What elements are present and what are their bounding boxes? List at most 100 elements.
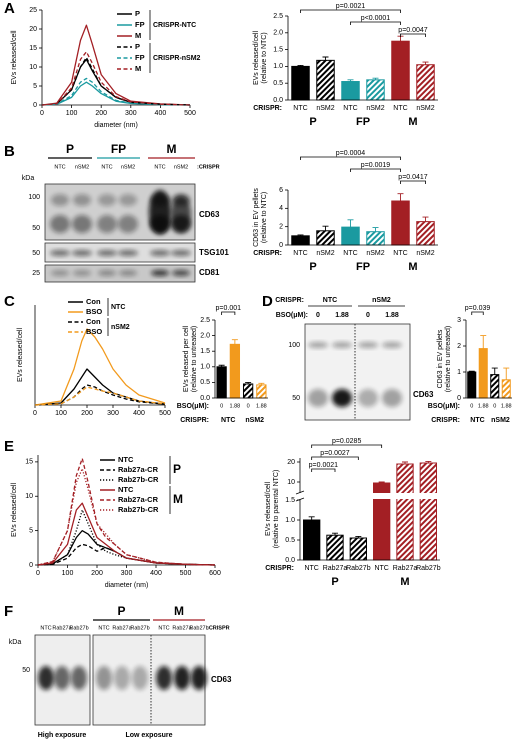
error-bar [372,77,379,80]
legend-group: P [173,462,181,476]
y-tick-label: 0.5 [273,80,283,87]
y-tick-label: 20 [287,459,295,466]
legend-label: Rab27b-CR [118,475,159,484]
lane-label: NTC [101,164,112,170]
blot-band [132,666,148,690]
y-axis-label: CD63 in EV pellets [437,329,444,388]
legend-label: P [135,42,140,51]
lane-label: Rab27a [172,625,192,631]
x-tick-label: Rab27b [416,565,441,572]
kda-marker: 100 [288,342,300,349]
y-axis-label: EVs released/cell [253,31,260,86]
blot-band [73,270,91,276]
lane-label: Rab27a [52,625,72,631]
blot-band [50,250,70,256]
legend-group: CRISPR-NTC [153,22,196,29]
x-tick-label: nSM2 [366,105,384,112]
cell-line-label: M [174,604,184,618]
x-tick-label: 300 [121,570,133,577]
y-tick-label: 0.0 [200,395,210,402]
line-series [34,368,166,406]
protein-label: CD63 [413,390,434,399]
error-bar [422,216,429,222]
axis-break [295,493,445,499]
protein-label: TSG101 [199,248,229,257]
bar [326,534,344,561]
y-tick-label: 10 [29,64,37,71]
legend-label: NTC [118,485,134,494]
error-bar [245,381,252,384]
bar [303,519,321,561]
y-axis-note: (relative to untreated) [191,326,198,393]
group-label: M [408,116,417,128]
bar [416,221,435,246]
significance-bracket [471,311,484,315]
lane-title: :CRISPR [207,625,230,631]
legend-label: P [135,9,140,18]
x-tick-label: Rab27b [346,565,371,572]
x-tick-label: 400 [155,110,167,117]
x-tick-label: 600 [209,570,221,577]
error-bar [347,219,354,228]
y-axis-label: EVs released/cell [17,328,24,383]
category-title: CRISPR: [265,565,294,572]
panel-label: B [4,143,15,160]
y-tick-label: 2.0 [200,332,210,339]
p-value: p=0.0019 [361,162,390,169]
unit-label: kDa [22,175,35,182]
error-bar [322,225,329,231]
x-tick-label: 100 [66,110,78,117]
group-label: NTC [470,417,484,424]
bar [349,537,367,561]
group-title: CRISPR: [431,417,460,424]
significance-bracket [400,33,426,37]
group-label: M [408,261,417,273]
bar [366,231,385,246]
group-label: NTC [323,297,337,304]
y-axis-note: (relative to NTC) [261,192,268,243]
panel-label: E [4,438,14,455]
x-axis-label: diameter (nm) [105,582,149,589]
y-tick-label: 6 [279,187,283,194]
x-tick-label: 1.88 [501,403,512,409]
group-label: NTC [221,417,235,424]
lane-label: NTC [158,625,169,631]
group-title: CRISPR: [275,297,304,304]
bar [419,462,437,561]
y-tick-label: 0 [279,242,283,249]
blot-band [358,389,378,407]
kda-marker: 50 [292,395,300,402]
legend-label: Rab27a-CR [118,465,159,474]
error-bar [468,370,475,372]
cell-line-label: P [66,142,74,156]
bar [396,463,414,561]
group-label: nSM2 [491,417,510,424]
significance-bracket [221,311,236,315]
blot-band [98,270,116,276]
x-tick-label: 200 [91,570,103,577]
x-tick-label: NTC [393,105,407,112]
group-label: FP [356,261,370,273]
y-tick-label: 0.0 [273,97,283,104]
x-tick-label: 300 [107,410,119,417]
blot-band [151,270,169,276]
blot-band [171,196,191,232]
bar [366,79,385,101]
blot-band [332,342,352,348]
blot-band [98,194,116,206]
exposure-label: High exposure [38,732,87,739]
bar [229,343,241,399]
line-series [41,58,191,106]
category-title: CRISPR: [253,105,282,112]
kda-marker: 25 [32,270,40,277]
legend-group: M [173,492,183,506]
protein-label: CD63 [211,675,232,684]
y-tick-label: 0.5 [200,379,210,386]
lane-label: nSM2 [174,164,188,170]
x-tick-label: 0 [470,403,473,409]
y-axis-label: EVs released per cell [183,325,190,392]
y-tick-label: 0 [33,102,37,109]
p-value: p<0.0001 [361,15,390,22]
bar [467,371,477,399]
x-tick-label: 500 [159,410,171,417]
